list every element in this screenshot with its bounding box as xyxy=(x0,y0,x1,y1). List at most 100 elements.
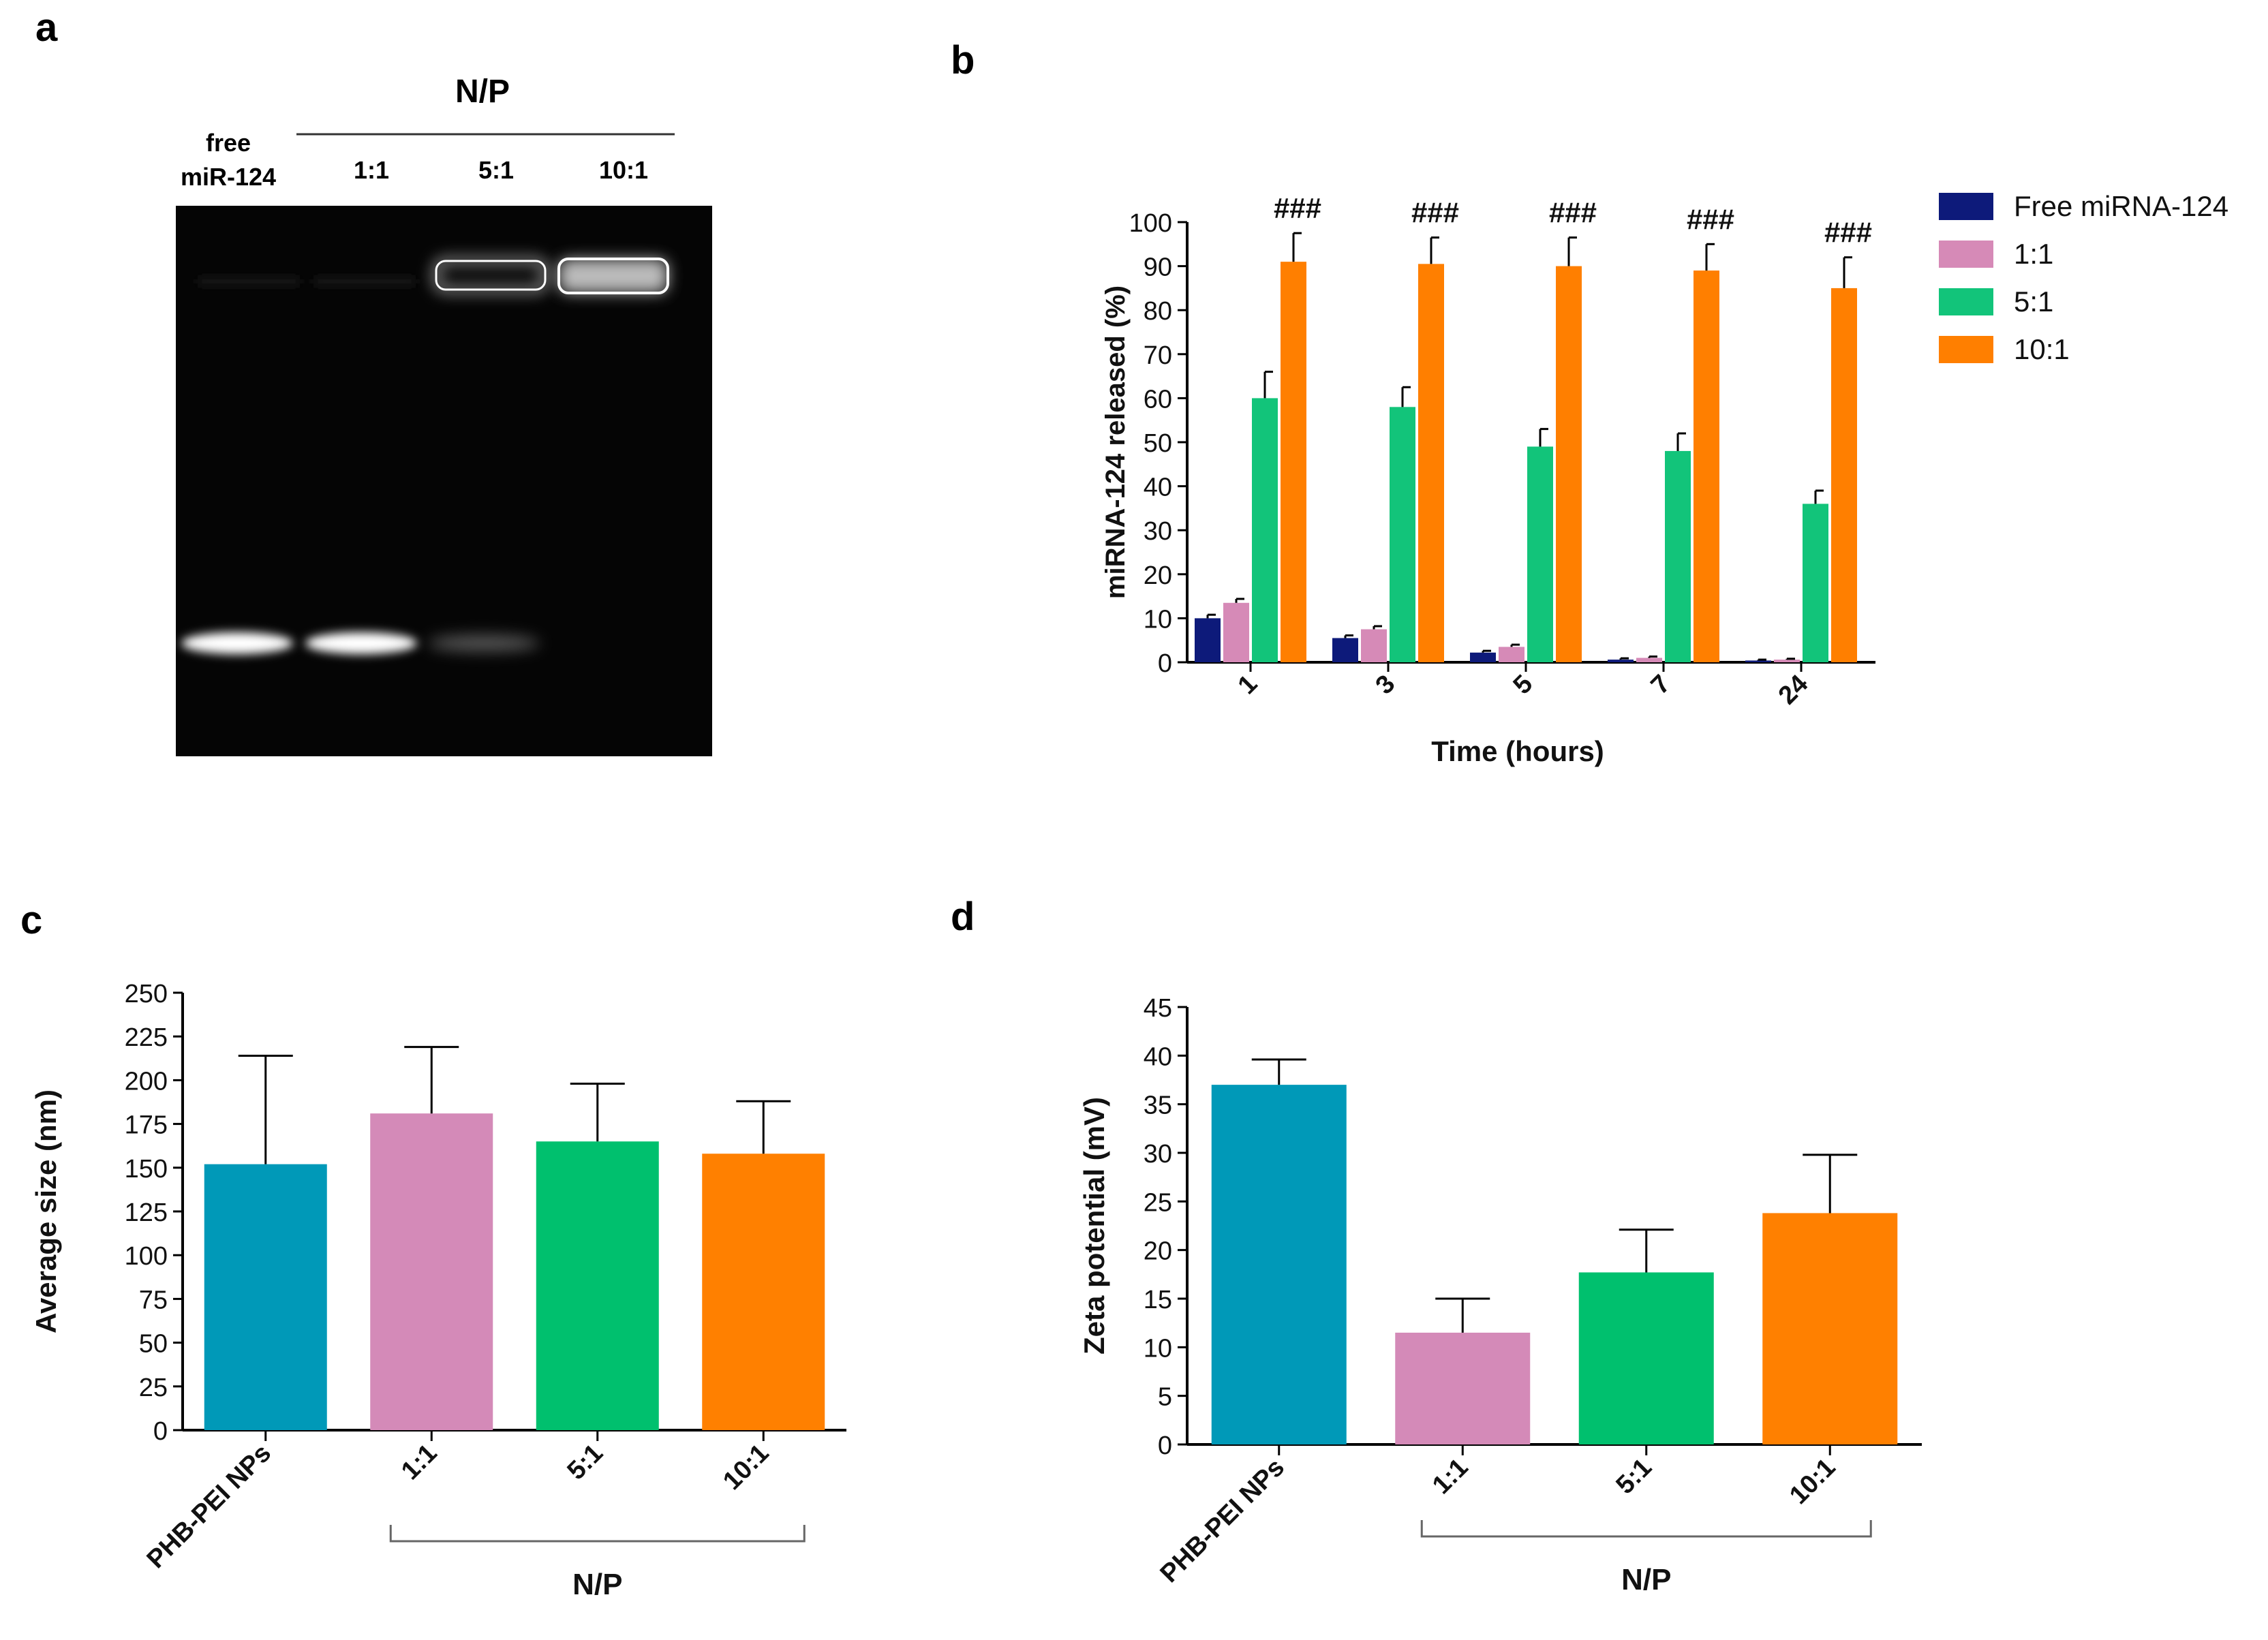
d-np-label: N/P xyxy=(1621,1563,1671,1596)
c-bar xyxy=(702,1154,825,1430)
b-bar-free-mirna-124 xyxy=(1745,660,1771,662)
d-y-tick-label: 30 xyxy=(1144,1140,1172,1169)
gel-well xyxy=(198,278,300,285)
b-legend-swatch xyxy=(1939,336,1993,363)
b-y-tick-label: 90 xyxy=(1144,253,1172,282)
b-y-tick-label: 80 xyxy=(1144,297,1172,326)
d-y-tick-label: 10 xyxy=(1144,1334,1172,1363)
b-x-tick-label: 24 xyxy=(1773,670,1814,711)
panel-letter-b: b xyxy=(951,38,975,82)
d-y-tick-label: 5 xyxy=(1158,1383,1172,1412)
gel-band-free xyxy=(181,632,293,654)
d-y-tick-label: 25 xyxy=(1144,1188,1172,1217)
b-bar-free-mirna-124 xyxy=(1332,638,1358,662)
gel-image xyxy=(176,206,712,756)
b-bar-5-1 xyxy=(1527,446,1553,662)
b-bar-free-mirna-124 xyxy=(1608,660,1634,662)
b-y-tick-label: 70 xyxy=(1144,341,1172,370)
b-x-tick-label: 7 xyxy=(1646,670,1676,700)
b-bar-5-1 xyxy=(1803,504,1828,662)
lane-label-free-line2: miR-124 xyxy=(181,163,276,191)
b-y-tick-label: 100 xyxy=(1129,209,1172,238)
c-y-tick-label: 0 xyxy=(153,1417,168,1446)
lane-label-5-1: 5:1 xyxy=(478,156,514,184)
b-y-tick-label: 20 xyxy=(1144,561,1172,590)
d-y-tick-label: 40 xyxy=(1144,1042,1172,1071)
b-bar-10-1 xyxy=(1556,266,1582,663)
c-x-tick-label: 5:1 xyxy=(562,1439,609,1486)
c-y-tick-label: 200 xyxy=(125,1067,168,1096)
b-legend-label: 10:1 xyxy=(2014,333,2070,365)
c-y-tick-label: 250 xyxy=(125,980,168,1008)
b-y-tick-label: 0 xyxy=(1158,649,1172,678)
b-bar-10-1 xyxy=(1418,264,1444,662)
np-label: N/P xyxy=(455,74,510,110)
c-bar xyxy=(204,1164,327,1430)
c-y-tick-label: 150 xyxy=(125,1155,168,1183)
panel-letter-d: d xyxy=(951,895,975,939)
c-np-bracket xyxy=(389,1525,806,1543)
chart-panel-d: d 0 5 10 15 20 25 30 35 40 45 Zeta potential (mV) P… xyxy=(951,895,1922,1596)
c-y-tick-label: 175 xyxy=(125,1111,168,1140)
b-significance-annotation: ### xyxy=(1274,192,1321,224)
b-significance-annotation: ### xyxy=(1411,197,1459,229)
gel-band-well-10-1 xyxy=(559,259,668,293)
c-y-tick-label: 50 xyxy=(139,1330,168,1359)
d-x-tick-label: 1:1 xyxy=(1427,1453,1474,1500)
chart-panel-c: c 0 25 50 75 100 125 150 175 200 225 250 Average si… xyxy=(20,898,846,1601)
b-bar-1-1 xyxy=(1361,629,1387,662)
b-y-axis-label: miRNA-124 released (%) xyxy=(1101,285,1131,599)
c-y-tick-label: 75 xyxy=(139,1286,168,1314)
d-np-bracket xyxy=(1420,1520,1872,1538)
panel-letter-c: c xyxy=(20,898,42,942)
b-y-tick-label: 10 xyxy=(1144,605,1172,634)
b-bar-10-1 xyxy=(1281,262,1306,662)
b-bar-1-1 xyxy=(1636,657,1662,662)
c-y-tick-label: 225 xyxy=(125,1023,168,1052)
b-y-tick-label: 60 xyxy=(1144,385,1172,414)
c-x-tick-label: 10:1 xyxy=(718,1439,774,1496)
d-x-tick-label: 10:1 xyxy=(1784,1453,1841,1510)
c-x-tick-label: 1:1 xyxy=(396,1439,443,1486)
b-bar-5-1 xyxy=(1665,450,1691,662)
b-y-tick-label: 40 xyxy=(1144,474,1172,502)
chart-panel-b: b 0 10 20 30 40 50 60 70 80 90 100 miRNA-124 releas… xyxy=(951,38,2228,767)
b-bar-5-1 xyxy=(1252,398,1278,662)
lane-label-10-1: 10:1 xyxy=(599,156,648,184)
c-y-tick-label: 25 xyxy=(139,1374,168,1402)
c-x-tick-label: PHB-PEI NPs xyxy=(142,1439,277,1574)
c-np-label: N/P xyxy=(572,1568,622,1601)
d-y-tick-label: 0 xyxy=(1158,1432,1172,1460)
b-bar-1-1 xyxy=(1223,602,1249,662)
b-legend-swatch xyxy=(1939,288,1993,315)
b-x-axis-label: Time (hours) xyxy=(1431,735,1604,767)
d-y-axis-label: Zeta potential (mV) xyxy=(1078,1097,1110,1355)
b-significance-annotation: ### xyxy=(1824,217,1872,249)
c-y-tick-label: 125 xyxy=(125,1198,168,1227)
b-significance-annotation: ### xyxy=(1549,197,1597,229)
gel-panel: a N/P free miR-124 1:1 5:1 10:1 xyxy=(35,5,712,756)
d-y-tick-label: 15 xyxy=(1144,1286,1172,1314)
b-bar-10-1 xyxy=(1694,270,1719,662)
b-legend-label: 1:1 xyxy=(2014,238,2053,270)
d-bar xyxy=(1578,1272,1714,1444)
d-x-tick-label: PHB-PEI NPs xyxy=(1155,1453,1290,1588)
b-bar-5-1 xyxy=(1390,407,1415,662)
b-bar-free-mirna-124 xyxy=(1195,618,1221,662)
gel-band-well-10-1-core xyxy=(557,258,669,294)
lane-label-1-1: 1:1 xyxy=(354,156,389,184)
d-bar xyxy=(1762,1213,1898,1444)
d-bar xyxy=(1395,1332,1531,1444)
b-y-tick-label: 50 xyxy=(1144,429,1172,458)
b-x-tick-label: 5 xyxy=(1508,670,1539,700)
d-x-tick-label: 5:1 xyxy=(1611,1453,1658,1500)
d-y-tick-label: 20 xyxy=(1144,1237,1172,1266)
b-bar-1-1 xyxy=(1499,647,1524,662)
b-bar-1-1 xyxy=(1774,660,1800,662)
b-legend-swatch xyxy=(1939,241,1993,268)
b-bar-10-1 xyxy=(1831,288,1857,662)
gel-band-well-5-1-core xyxy=(435,260,547,291)
b-significance-annotation: ### xyxy=(1687,203,1734,235)
gel-well xyxy=(313,278,416,285)
